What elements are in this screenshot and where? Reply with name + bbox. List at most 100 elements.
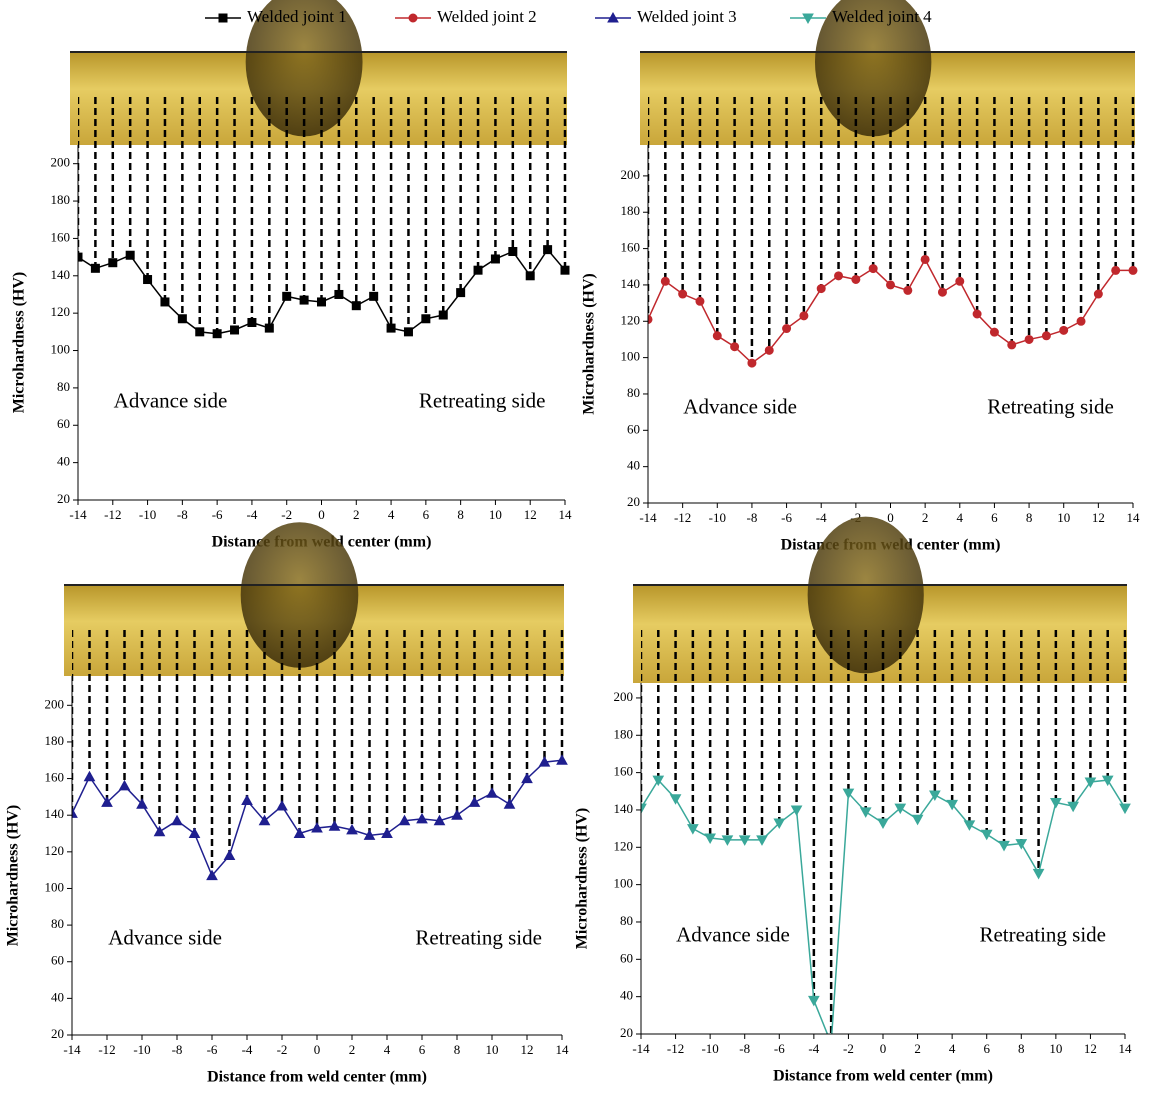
marker [293, 827, 306, 839]
x-tick-label: 10 [489, 507, 502, 522]
y-tick-label: 160 [51, 229, 71, 244]
marker [473, 265, 483, 275]
y-tick-label: 60 [627, 421, 640, 436]
marker [842, 788, 855, 800]
y-tick-label: 100 [51, 342, 71, 357]
marker [1076, 316, 1086, 326]
marker [556, 754, 568, 765]
marker [790, 805, 803, 816]
marker [543, 245, 553, 255]
x-tick-label: -14 [63, 1042, 81, 1057]
y-tick-label: 80 [57, 379, 70, 394]
marker [421, 314, 431, 324]
marker [1093, 289, 1103, 299]
marker [972, 309, 982, 319]
x-tick-label: 8 [1018, 1041, 1025, 1056]
y-tick-label: 140 [621, 276, 641, 291]
y-tick-label: 40 [57, 454, 70, 469]
weld-nugget [240, 522, 359, 668]
marker [403, 327, 413, 337]
plot-area [641, 630, 1131, 1048]
marker [747, 358, 757, 368]
x-tick-label: -6 [774, 1041, 785, 1056]
x-tick-label: 12 [524, 507, 537, 522]
y-tick-label: 100 [45, 879, 65, 894]
marker [346, 823, 358, 835]
x-tick-label: 12 [1084, 1041, 1097, 1056]
y-tick-label: 160 [621, 240, 641, 255]
marker [903, 285, 913, 295]
marker [490, 254, 500, 264]
x-tick-label: 4 [384, 1042, 391, 1057]
marker [363, 829, 376, 840]
x-tick-label: 6 [991, 510, 998, 525]
marker [282, 291, 292, 301]
x-tick-label: -12 [674, 510, 691, 525]
y-tick-label: 100 [614, 876, 634, 891]
y-tick-label: 60 [51, 953, 64, 968]
marker [264, 323, 274, 333]
marker [1007, 340, 1017, 350]
marker [486, 787, 498, 798]
marker [764, 345, 774, 355]
y-tick-label: 80 [627, 385, 640, 400]
legend-label: Welded joint 4 [832, 7, 932, 26]
y-tick-label: 40 [620, 988, 633, 1003]
marker [678, 289, 688, 299]
x-tick-label: -2 [277, 1042, 288, 1057]
marker [223, 849, 236, 860]
marker [118, 779, 131, 791]
marker [937, 287, 947, 297]
marker [317, 297, 326, 307]
marker [188, 827, 201, 839]
marker [83, 770, 96, 782]
y-tick-label: 80 [620, 913, 633, 928]
x-tick-label: -14 [639, 510, 657, 525]
y-tick-label: 200 [51, 155, 71, 170]
x-tick-label: -2 [843, 1041, 854, 1056]
marker [1101, 775, 1114, 787]
marker [525, 271, 535, 281]
y-tick-label: 20 [51, 1026, 64, 1041]
marker [212, 329, 222, 339]
y-tick-label: 60 [620, 950, 633, 965]
marker [868, 264, 878, 274]
marker [1128, 265, 1138, 275]
marker [851, 274, 861, 284]
legend-label: Welded joint 3 [637, 7, 737, 26]
x-tick-label: 10 [1057, 510, 1070, 525]
marker [816, 284, 826, 294]
weld-nugget [807, 516, 924, 674]
x-tick-label: -10 [133, 1042, 150, 1057]
marker [929, 790, 941, 802]
marker [241, 794, 253, 806]
marker [1059, 325, 1069, 335]
x-tick-label: 2 [349, 1042, 356, 1057]
marker [989, 327, 999, 337]
marker [1119, 803, 1131, 815]
marker [834, 271, 844, 281]
marker [386, 323, 396, 333]
x-tick-label: -6 [781, 510, 792, 525]
x-tick-label: -4 [808, 1041, 819, 1056]
marker [433, 814, 446, 826]
legend-label: Welded joint 2 [437, 7, 537, 26]
x-tick-label: 2 [353, 507, 360, 522]
y-tick-label: 20 [627, 494, 640, 509]
marker [669, 794, 682, 805]
annotation: Advance side [683, 394, 797, 418]
marker [72, 807, 78, 818]
marker [258, 814, 271, 826]
marker [712, 331, 722, 341]
x-tick-label: -10 [139, 507, 156, 522]
marker [826, 1039, 836, 1048]
marker [416, 812, 428, 824]
marker [177, 314, 187, 324]
x-tick-label: 8 [454, 1042, 461, 1057]
x-tick-label: 4 [949, 1041, 956, 1056]
x-tick-label: 14 [1127, 510, 1141, 525]
legend-marker [802, 13, 814, 25]
x-tick-label: 0 [880, 1041, 887, 1056]
x-tick-label: -10 [709, 510, 726, 525]
x-tick-label: -12 [98, 1042, 115, 1057]
